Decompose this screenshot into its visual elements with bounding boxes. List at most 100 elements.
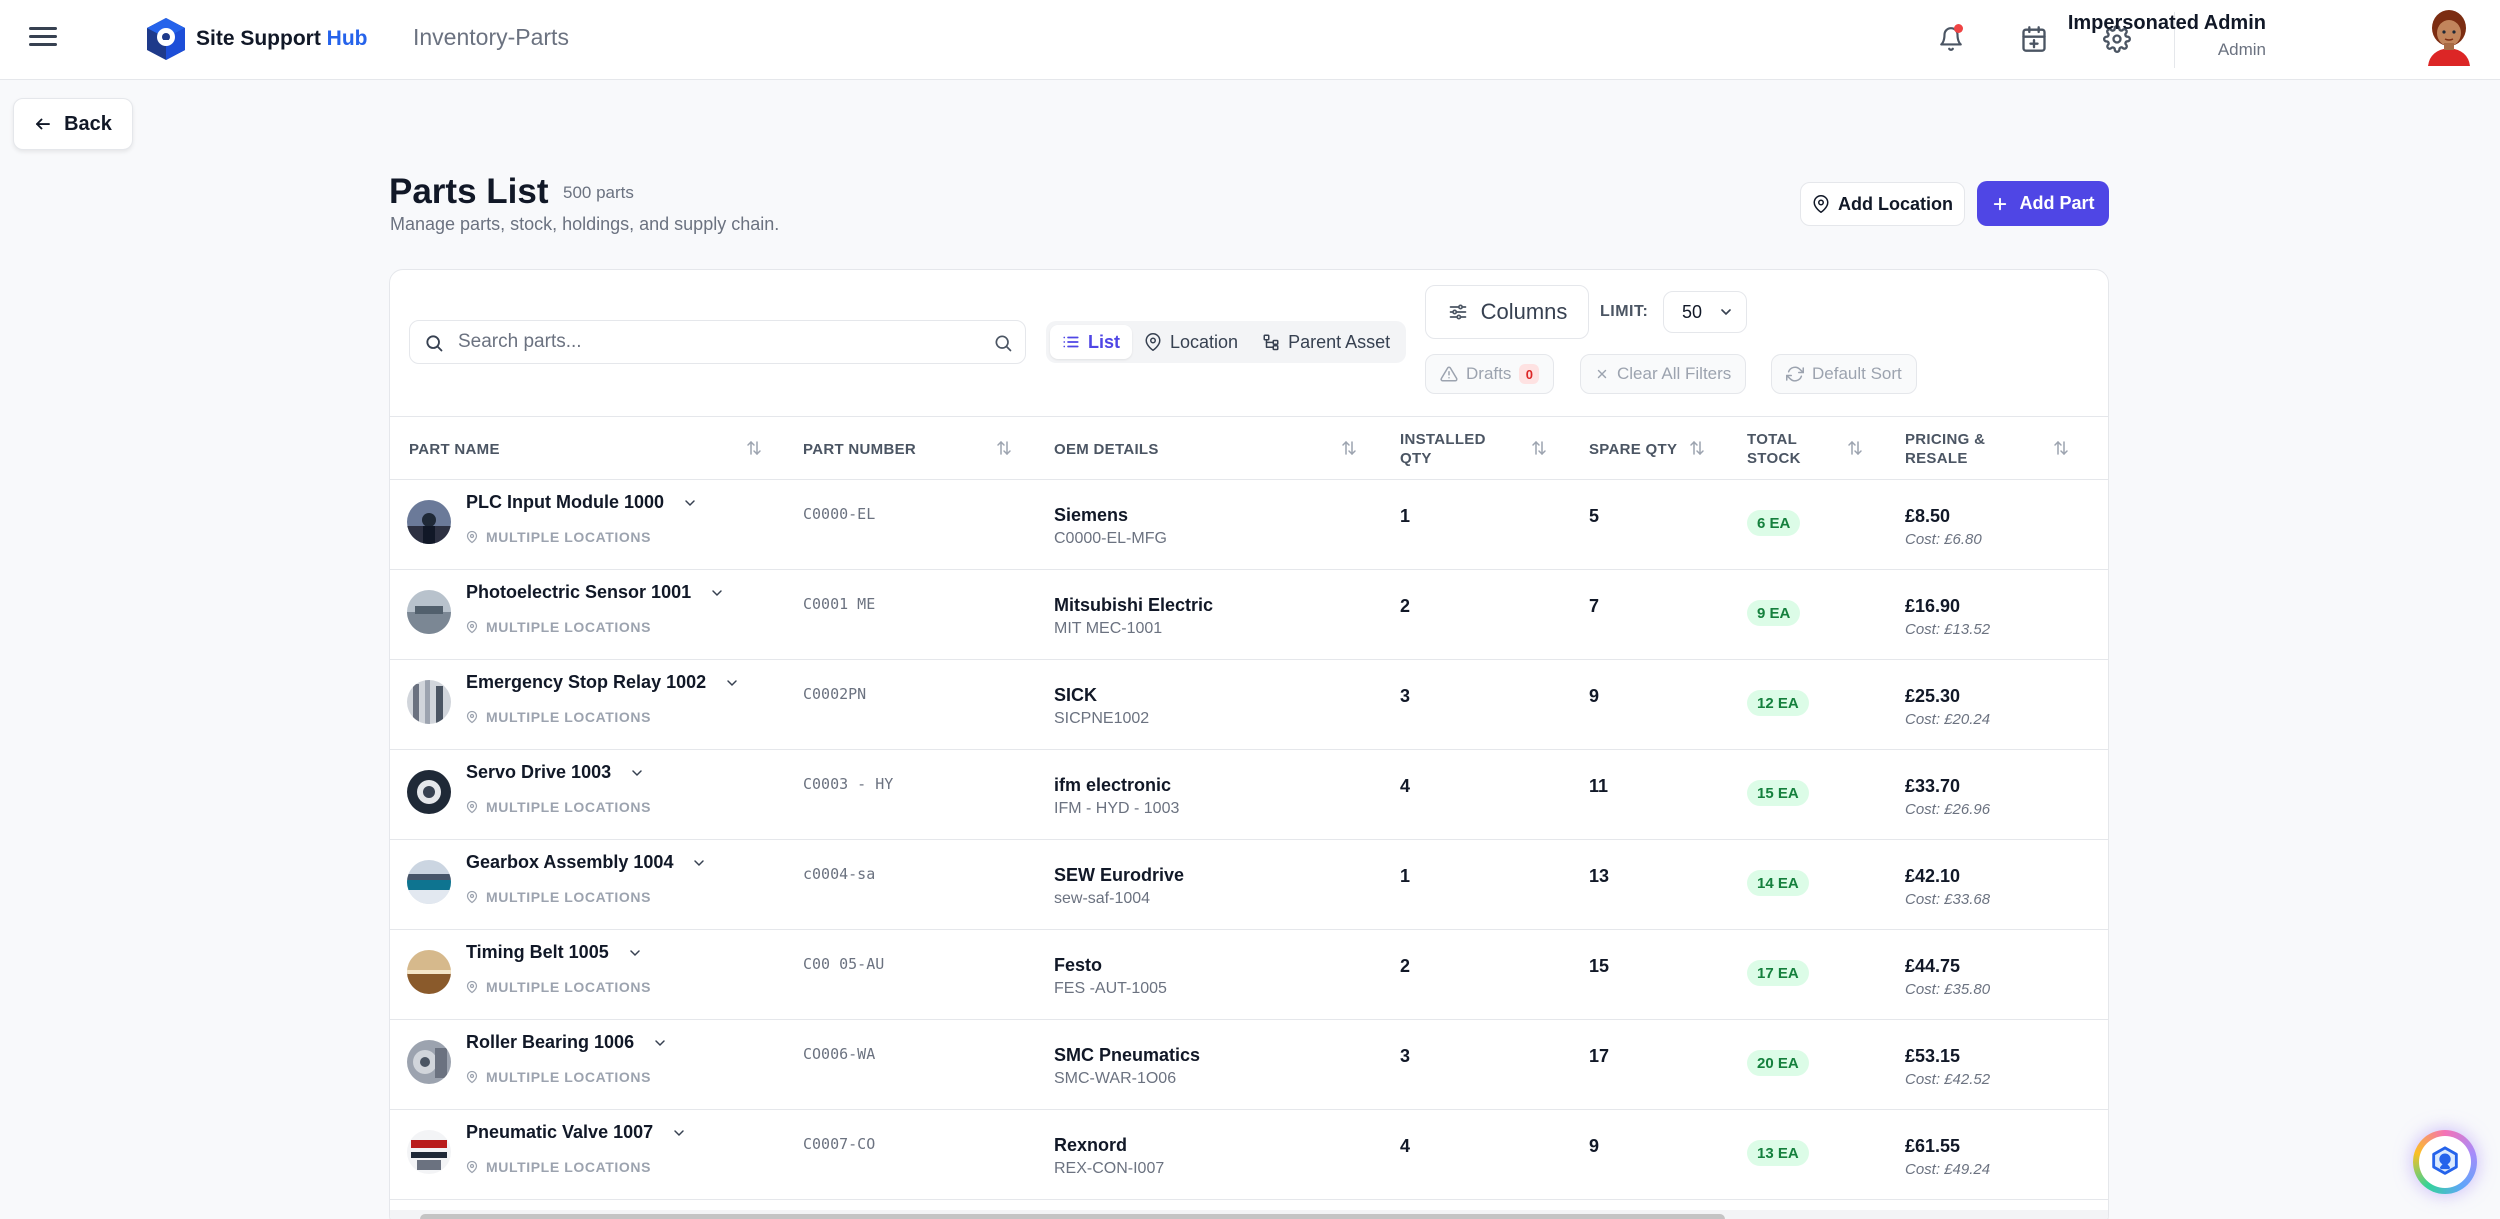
table-row[interactable]: PLC Input Module 1000 MULTIPLE LOCATIONS… — [390, 480, 2108, 570]
table-row[interactable]: Emergency Stop Relay 1002 MULTIPLE LOCAT… — [390, 660, 2108, 750]
sort-arrows-icon[interactable] — [1531, 439, 1547, 457]
part-name-cell[interactable]: Emergency Stop Relay 1002 — [466, 672, 740, 693]
table-row[interactable]: Timing Belt 1005 MULTIPLE LOCATIONS C00 … — [390, 930, 2108, 1020]
avatar[interactable] — [2422, 8, 2476, 66]
part-number-cell: C0002PN — [803, 685, 867, 703]
part-number-cell: CO006-WA — [803, 1045, 876, 1063]
column-header-pricing[interactable]: PRICING & RESALE — [1905, 431, 1986, 467]
cost-cell: Cost: £35.80 — [1905, 981, 1991, 998]
user-name[interactable]: Impersonated Admin — [2067, 12, 2266, 34]
view-location-tab[interactable]: Location — [1132, 325, 1250, 359]
chevron-down-icon[interactable] — [652, 1035, 668, 1051]
oem-name: Siemens — [1054, 505, 1129, 525]
search-submit-icon[interactable] — [993, 333, 1013, 353]
part-thumbnail — [407, 770, 451, 814]
part-name-cell[interactable]: Gearbox Assembly 1004 — [466, 852, 707, 873]
price-cell: £33.70 — [1905, 776, 1961, 796]
installed-qty-cell: 1 — [1400, 866, 1411, 886]
table-row[interactable]: Servo Drive 1003 MULTIPLE LOCATIONS C000… — [390, 750, 2108, 840]
table-row[interactable]: Photoelectric Sensor 1001 MULTIPLE LOCAT… — [390, 570, 2108, 660]
table-row[interactable]: Gearbox Assembly 1004 MULTIPLE LOCATIONS… — [390, 840, 2108, 930]
scrollbar-thumb[interactable] — [420, 1214, 1725, 1219]
column-header-oem-details[interactable]: OEM DETAILS — [1054, 440, 1159, 458]
total-stock-badge: 9 EA — [1747, 600, 1801, 626]
sort-arrows-icon[interactable] — [2053, 439, 2069, 457]
oem-code: C0000-EL-MFG — [1054, 530, 1167, 547]
total-stock-badge: 17 EA — [1747, 960, 1809, 986]
chevron-down-icon[interactable] — [629, 765, 645, 781]
chevron-down-icon[interactable] — [691, 855, 707, 871]
limit-select[interactable]: 50 — [1663, 291, 1747, 333]
app-logo[interactable]: Site Support Hub — [144, 16, 368, 62]
part-name-cell[interactable]: Photoelectric Sensor 1001 — [466, 582, 725, 603]
total-stock-badge: 20 EA — [1747, 1050, 1809, 1076]
plus-icon — [1994, 197, 2007, 210]
map-pin-icon — [1145, 333, 1161, 351]
map-pin-icon — [1813, 195, 1829, 213]
part-name-cell[interactable]: Roller Bearing 1006 — [466, 1032, 668, 1053]
table-header: PART NAME PART NUMBER OEM DETAILS INSTAL… — [390, 416, 2108, 480]
search-input[interactable] — [458, 321, 958, 363]
user-role: Admin — [2217, 40, 2266, 59]
column-header-part-name[interactable]: PART NAME — [409, 440, 500, 458]
part-location: MULTIPLE LOCATIONS — [466, 889, 651, 905]
chevron-down-icon[interactable] — [627, 945, 643, 961]
column-header-spare-qty[interactable]: SPARE QTY — [1589, 440, 1678, 458]
view-parent-asset-tab[interactable]: Parent Asset — [1250, 325, 1402, 359]
spare-qty-cell: 13 — [1589, 866, 1610, 886]
search-field[interactable] — [409, 320, 1026, 364]
help-assistant-button[interactable] — [2413, 1130, 2477, 1194]
notification-dot — [1954, 24, 1963, 33]
clear-filters-button[interactable]: Clear All Filters — [1580, 354, 1747, 394]
oem-name: SICK — [1054, 685, 1098, 705]
spare-qty-cell: 7 — [1589, 596, 1600, 616]
hierarchy-icon — [1263, 334, 1279, 351]
sort-arrows-icon[interactable] — [1689, 439, 1705, 457]
table-row[interactable]: Pneumatic Valve 1007 MULTIPLE LOCATIONS … — [390, 1110, 2108, 1200]
price-cell: £53.15 — [1905, 1046, 1961, 1066]
page-title: Parts List — [389, 172, 549, 211]
close-icon — [1597, 369, 1607, 379]
chevron-down-icon[interactable] — [724, 675, 740, 691]
table-row[interactable]: Roller Bearing 1006 MULTIPLE LOCATIONS C… — [390, 1020, 2108, 1110]
add-location-button[interactable]: Add Location — [1800, 182, 1965, 226]
notifications-button[interactable] — [1932, 20, 1970, 58]
chevron-down-icon[interactable] — [682, 495, 698, 511]
chevron-down-icon[interactable] — [709, 585, 725, 601]
oem-code: IFM - HYD - 1003 — [1054, 800, 1180, 817]
back-button[interactable]: Back — [13, 98, 133, 150]
part-thumbnail — [407, 950, 451, 994]
spare-qty-cell: 9 — [1589, 1136, 1600, 1156]
part-name-cell[interactable]: Pneumatic Valve 1007 — [466, 1122, 687, 1143]
add-part-button[interactable]: Add Part — [1977, 181, 2109, 226]
chevron-down-icon[interactable] — [671, 1125, 687, 1141]
sort-arrows-icon[interactable] — [1847, 439, 1863, 457]
arrow-left-icon — [36, 118, 51, 130]
cost-cell: Cost: £13.52 — [1905, 621, 1991, 638]
column-header-part-number[interactable]: PART NUMBER — [803, 440, 917, 458]
sort-arrows-icon[interactable] — [746, 439, 762, 457]
horizontal-scrollbar[interactable] — [390, 1210, 2108, 1219]
part-name-cell[interactable]: Servo Drive 1003 — [466, 762, 645, 783]
view-list-tab[interactable]: List — [1050, 325, 1133, 359]
sort-arrows-icon[interactable] — [1341, 439, 1357, 457]
part-name-cell[interactable]: PLC Input Module 1000 — [466, 492, 698, 513]
default-sort-button[interactable]: Default Sort — [1771, 354, 1917, 394]
columns-button[interactable]: Columns — [1425, 285, 1589, 339]
drafts-button[interactable]: Drafts 0 — [1425, 354, 1555, 394]
chevron-down-icon — [1721, 309, 1731, 316]
map-pin-icon — [466, 620, 478, 634]
column-header-total-stock[interactable]: TOTAL STOCK — [1747, 431, 1801, 467]
sort-arrows-icon[interactable] — [996, 439, 1012, 457]
calendar-button[interactable] — [2015, 20, 2053, 58]
spare-qty-cell: 15 — [1589, 956, 1610, 976]
hamburger-menu-icon[interactable] — [26, 22, 60, 56]
part-name-cell[interactable]: Timing Belt 1005 — [466, 942, 643, 963]
column-header-installed-qty[interactable]: INSTALLED QTY — [1400, 431, 1486, 467]
search-icon — [426, 335, 443, 352]
part-thumbnail — [407, 1040, 451, 1084]
total-stock-badge: 13 EA — [1747, 1140, 1809, 1166]
settings-button[interactable] — [2098, 20, 2136, 58]
back-label: Back — [64, 112, 112, 135]
total-stock-badge: 12 EA — [1747, 690, 1809, 716]
